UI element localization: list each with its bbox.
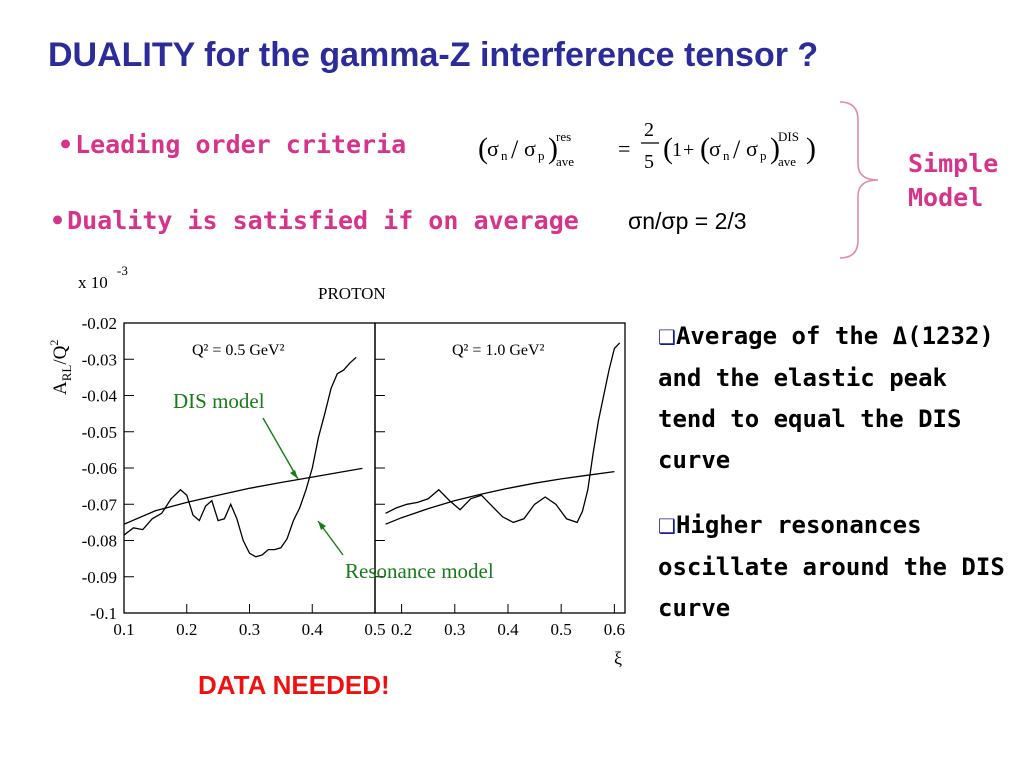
bullet-leading-order: •Leading order criteria (58, 130, 406, 159)
dis-arrow-head (290, 470, 298, 479)
dis-model-label: DIS model (173, 389, 265, 413)
right-points: ❑Average of the Δ(1232) and the elastic … (658, 316, 1014, 653)
x-tick-label: 0.5 (364, 620, 385, 639)
x-tick-label: 0.4 (302, 620, 324, 639)
point-higher: ❑Higher resonances oscillate around the … (658, 505, 1014, 629)
x-tick-label: 0.5 (551, 620, 572, 639)
data-needed-label: DATA NEEDED! (198, 670, 390, 700)
dis-curve (123, 467, 363, 525)
panel-label: Q² = 0.5 GeV² (192, 342, 285, 359)
x-tick-label: 0.4 (497, 620, 519, 639)
panel-frame (123, 322, 376, 614)
chart-title: PROTON (318, 284, 386, 303)
y-tick-label: -0.09 (82, 568, 117, 587)
formula-sigma: σ (487, 136, 499, 161)
y-axis-label: ARL/Q2 (47, 340, 74, 395)
point-average: ❑Average of the Δ(1232) and the elastic … (658, 316, 1014, 481)
y-multiplier: x 10 (78, 273, 108, 292)
formula-paren: ( (478, 132, 488, 165)
formula-dis: DIS (778, 129, 799, 144)
x-tick-label: 0.2 (176, 620, 197, 639)
formula-slash: / (511, 135, 519, 164)
formula-p: p (538, 148, 545, 163)
bullet-duality-text: Duality is satisfied if on average (67, 206, 579, 235)
checkbox-icon: ❑ (658, 514, 676, 538)
y-tick-label: -0.02 (82, 314, 117, 333)
proton-chart: x 10 -3 PROTON ARL/Q2 Q² = 0.5 GeV² 0.1 0.… (47, 263, 626, 668)
bullet-duality: •Duality is satisfied if on average (50, 206, 579, 235)
x-axis-label: ξ (614, 648, 622, 668)
formula-denominator: 5 (644, 151, 654, 173)
formula-equals: = (618, 136, 630, 161)
bullet-dot: • (50, 206, 66, 235)
dis-curve (385, 470, 615, 525)
formula-sigma: σ (524, 136, 536, 161)
formula-paren: ) (806, 132, 816, 165)
formula-sigma: σ (746, 136, 758, 161)
y-exponent: -3 (117, 263, 128, 278)
curly-brace (839, 101, 879, 259)
page-title: DUALITY for the gamma-Z interference ten… (48, 36, 819, 74)
formula-one: 1 (672, 139, 682, 161)
duality-formula: ( σ n / σ p ) res ave = 2 5 ( 1 + ( σ n … (478, 119, 816, 173)
formula-ave: ave (556, 154, 574, 169)
simple-model-label: Simple Model (908, 147, 998, 215)
formula-paren: ) (548, 132, 558, 165)
x-tick-label: 0.3 (444, 620, 465, 639)
formula-paren: ( (663, 132, 673, 165)
formula-sigma: σ (709, 136, 721, 161)
simple-model-line2: Model (908, 183, 984, 212)
bullet-leading-order-text: Leading order criteria (75, 130, 407, 159)
x-tick-label: 0.3 (239, 620, 260, 639)
bullet-dot: • (58, 130, 74, 159)
formula-slash: / (733, 135, 741, 164)
y-tick-label: -0.06 (82, 459, 117, 478)
y-tick-label: -0.04 (82, 387, 118, 406)
point-average-text: Average of the Δ(1232) and the elastic p… (658, 322, 994, 474)
x-tick-label: 0.2 (391, 620, 412, 639)
formula-n: n (723, 148, 730, 163)
y-tick-label: -0.05 (82, 423, 117, 442)
formula-res: res (556, 129, 571, 144)
point-higher-text: Higher resonances oscillate around the D… (658, 511, 1005, 622)
x-tick-label: 0.1 (113, 620, 134, 639)
formula-ave: ave (778, 154, 796, 169)
formula-p: p (760, 148, 767, 163)
y-tick-label: -0.1 (90, 604, 117, 623)
x-tick-label: 0.6 (604, 620, 625, 639)
dis-arrow (262, 417, 299, 480)
checkbox-icon: ❑ (658, 325, 676, 349)
panel-label: Q² = 1.0 GeV² (452, 342, 545, 359)
resonance-arrow-head (318, 521, 326, 530)
formula-paren: ) (770, 132, 780, 165)
chart-panels: Q² = 0.5 GeV² 0.1 0.2 0.3 0.4 0.5 Q² = 1.0 GeV… (82, 314, 626, 639)
formula-n: n (501, 148, 508, 163)
formula-plus: + (683, 139, 694, 161)
y-tick-label: -0.08 (82, 532, 117, 551)
ratio-text: σn/σp = 2/3 (628, 208, 747, 234)
y-tick-label: -0.07 (82, 495, 118, 514)
resonance-model-label: Resonance model (345, 559, 494, 583)
simple-model-line1: Simple (908, 149, 999, 178)
formula-numerator: 2 (644, 119, 654, 141)
formula-paren: ( (700, 132, 710, 165)
resonance-curve (385, 342, 621, 524)
resonance-curve (123, 356, 357, 558)
y-tick-label: -0.03 (82, 350, 117, 369)
